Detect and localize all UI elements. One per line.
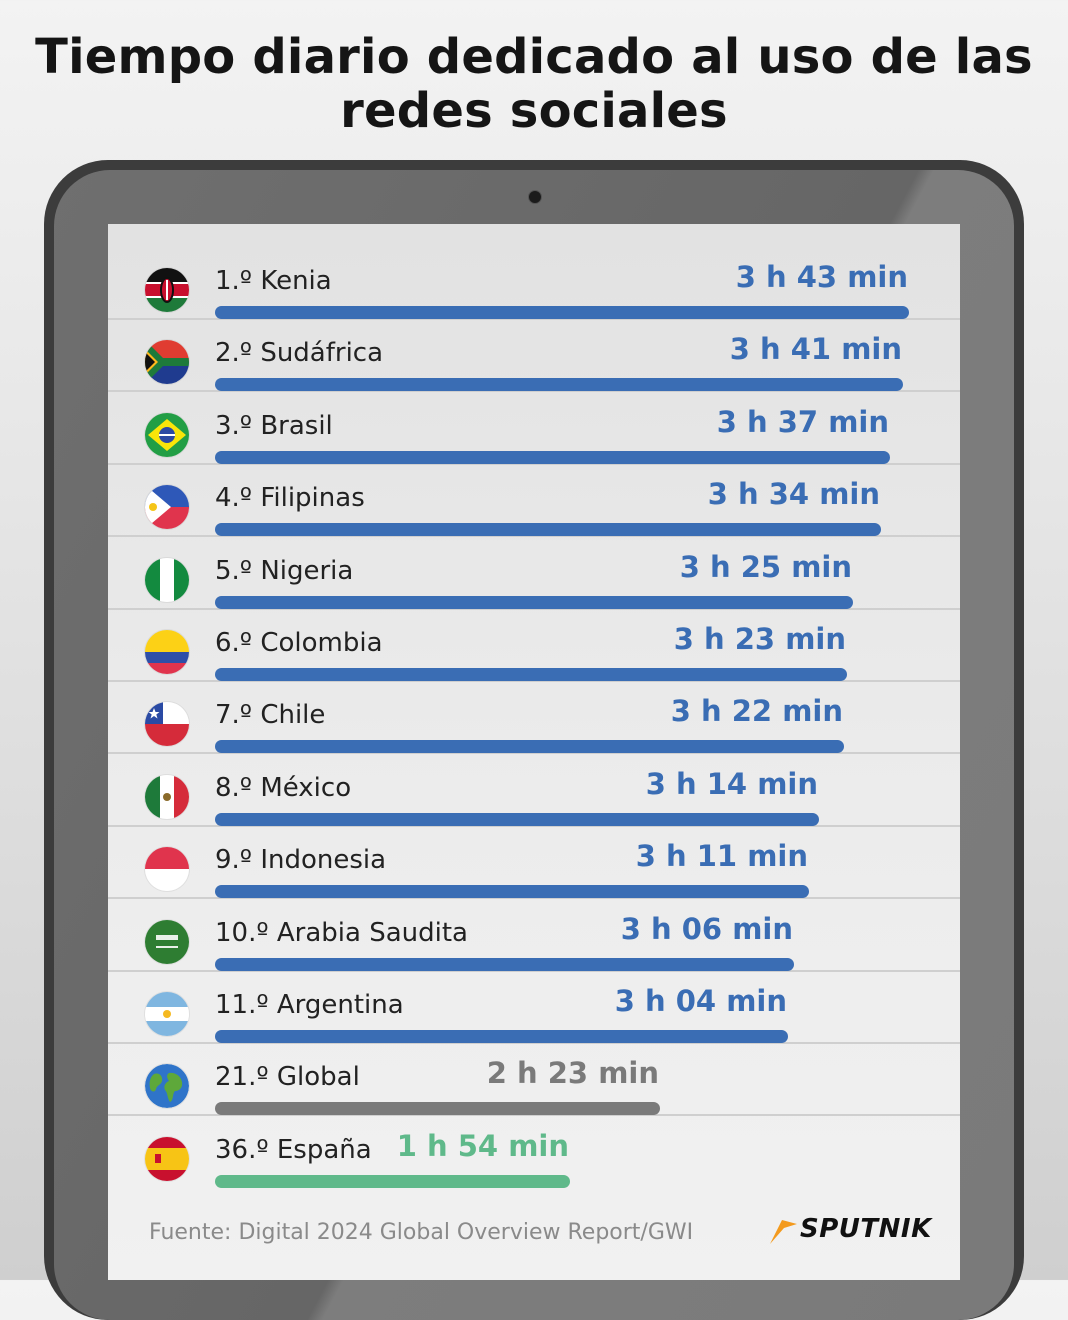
table-row: 8.º México 3 h 14 min <box>108 755 960 827</box>
chile-flag-icon <box>145 702 189 747</box>
table-row: 21.º Global 2 h 23 min <box>108 1044 960 1117</box>
source-note: Fuente: Digital 2024 Global Overview Rep… <box>149 1220 694 1245</box>
data-label: 3 h 06 min <box>620 911 793 946</box>
table-row: 9.º Indonesia 3 h 11 min <box>108 827 960 900</box>
philippines-flag-icon <box>145 485 189 530</box>
bar <box>215 595 853 609</box>
spain-flag-icon <box>145 1136 189 1181</box>
table-row: 7.º Chile 3 h 22 min <box>108 682 960 755</box>
saudi-arabia-flag-icon <box>145 919 189 964</box>
data-label: 1 h 54 min <box>396 1128 569 1163</box>
bar <box>215 1030 788 1043</box>
bar <box>215 812 819 826</box>
category-label: 1.º Kenia <box>215 266 332 296</box>
bar <box>215 378 903 392</box>
indonesia-flag-icon <box>145 847 189 892</box>
category-label: 4.º Filipinas <box>215 483 365 514</box>
brand-name: SPUTNIK <box>800 1214 932 1244</box>
data-label: 3 h 43 min <box>735 260 908 294</box>
category-label: 3.º Brasil <box>215 410 333 441</box>
table-row: 10.º Arabia Saudita 3 h 06 min <box>108 900 960 972</box>
category-label: 2.º Sudáfrica <box>215 338 384 369</box>
category-label: 6.º Colombia <box>215 628 383 658</box>
data-label: 3 h 11 min <box>635 839 808 874</box>
chart-title: Tiempo diario dedicado al uso de las red… <box>35 29 1033 139</box>
data-label: 3 h 22 min <box>670 694 843 729</box>
kenya-flag-icon <box>145 268 189 312</box>
bar <box>215 450 890 464</box>
category-label: 21.º Global <box>215 1062 360 1093</box>
category-label: 7.º Chile <box>215 700 326 731</box>
bar <box>215 740 844 754</box>
table-row: 4.º Filipinas 3 h 34 min <box>108 465 960 538</box>
bar <box>215 1174 570 1188</box>
table-row: 5.º Nigeria 3 h 25 min <box>108 538 960 610</box>
south-africa-flag-icon <box>145 340 189 385</box>
data-label: 3 h 25 min <box>679 549 852 584</box>
tablet-screen: 1.º Kenia 3 h 43 min 2.º Sudáfrica 3 h 41 m… <box>108 224 960 1280</box>
sputnik-logo-icon <box>770 1220 797 1244</box>
globe-icon <box>145 1064 189 1109</box>
table-row: 3.º Brasil 3 h 37 min <box>108 393 960 465</box>
colombia-flag-icon <box>145 630 189 674</box>
data-label: 3 h 41 min <box>729 332 902 367</box>
bar <box>215 523 881 537</box>
category-label: 10.º Arabia Saudita <box>215 917 468 948</box>
table-row: 1.º Kenia 3 h 43 min <box>108 248 960 320</box>
data-label: 3 h 23 min <box>673 622 846 656</box>
category-label: 8.º México <box>215 772 352 803</box>
bar <box>215 957 794 971</box>
data-label: 3 h 34 min <box>707 477 880 512</box>
category-label: 36.º España <box>215 1134 372 1165</box>
nigeria-flag-icon <box>145 557 189 602</box>
data-label: 2 h 23 min <box>486 1056 659 1091</box>
data-label: 3 h 37 min <box>716 404 889 439</box>
sputnik-logo: SPUTNIK <box>768 1214 931 1248</box>
data-label: 3 h 14 min <box>645 766 818 801</box>
bar <box>215 306 909 319</box>
table-row: 11.º Argentina 3 h 04 min <box>108 972 960 1044</box>
table-row: 6.º Colombia 3 h 23 min <box>108 610 960 682</box>
table-row: 2.º Sudáfrica 3 h 41 min <box>108 320 960 393</box>
category-label: 9.º Indonesia <box>215 845 387 876</box>
bar <box>215 668 847 681</box>
data-label: 3 h 04 min <box>614 984 787 1018</box>
mexico-flag-icon <box>145 774 189 819</box>
category-label: 11.º Argentina <box>215 990 404 1020</box>
bar <box>215 1102 660 1116</box>
camera-icon <box>528 190 542 204</box>
table-row: 36.º España 1 h 54 min <box>108 1117 960 1189</box>
bar <box>215 885 809 899</box>
argentina-flag-icon <box>145 992 189 1036</box>
category-label: 5.º Nigeria <box>215 555 354 586</box>
brazil-flag-icon <box>145 412 189 457</box>
